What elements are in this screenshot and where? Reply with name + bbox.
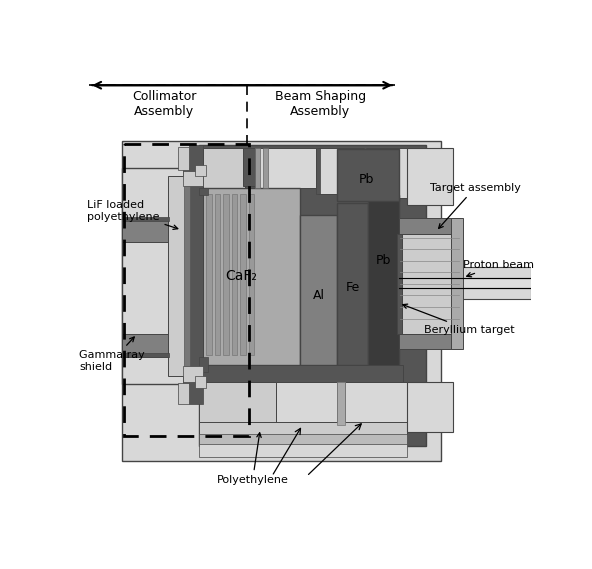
- Bar: [337, 203, 368, 365]
- Bar: [122, 142, 441, 461]
- Text: Gamma ray
shield: Gamma ray shield: [79, 337, 145, 372]
- Bar: [122, 334, 168, 357]
- Text: Pb: Pb: [376, 254, 391, 267]
- Bar: [399, 218, 461, 234]
- Bar: [263, 147, 268, 188]
- Bar: [368, 195, 399, 369]
- Bar: [397, 234, 402, 334]
- Bar: [184, 168, 202, 384]
- Bar: [337, 382, 345, 425]
- Bar: [199, 382, 276, 425]
- Bar: [184, 366, 202, 382]
- Bar: [199, 422, 407, 436]
- Bar: [178, 147, 189, 170]
- Bar: [195, 376, 207, 388]
- Bar: [122, 217, 169, 221]
- Text: CaF₂: CaF₂: [225, 269, 257, 283]
- Bar: [366, 147, 408, 197]
- Bar: [223, 194, 229, 356]
- Bar: [199, 365, 403, 384]
- Text: Pb: Pb: [359, 174, 374, 187]
- Bar: [199, 188, 208, 195]
- Bar: [255, 147, 317, 188]
- Bar: [276, 382, 337, 425]
- Bar: [122, 168, 202, 384]
- Bar: [200, 188, 300, 365]
- Bar: [199, 145, 426, 446]
- Text: Collimator
Assembly: Collimator Assembly: [132, 90, 196, 118]
- Bar: [122, 218, 168, 241]
- Bar: [461, 267, 532, 278]
- Bar: [317, 147, 320, 194]
- Bar: [195, 164, 207, 176]
- Bar: [300, 215, 337, 365]
- Bar: [249, 194, 254, 356]
- Bar: [232, 194, 237, 356]
- Text: LiF loaded
polyethylene: LiF loaded polyethylene: [87, 200, 178, 229]
- Bar: [207, 194, 212, 356]
- Text: Beryllium target: Beryllium target: [403, 304, 515, 335]
- Bar: [199, 444, 407, 457]
- Text: Al: Al: [313, 289, 325, 302]
- Bar: [451, 218, 463, 349]
- Bar: [407, 382, 453, 432]
- Text: Polyethylene: Polyethylene: [217, 433, 288, 485]
- Bar: [189, 145, 202, 171]
- Bar: [461, 288, 532, 299]
- Bar: [407, 147, 453, 205]
- Bar: [240, 194, 246, 356]
- Bar: [255, 147, 260, 188]
- Bar: [399, 334, 461, 349]
- Text: Beam Shaping
Assembly: Beam Shaping Assembly: [275, 90, 366, 118]
- Bar: [215, 194, 220, 356]
- Bar: [168, 176, 185, 376]
- Bar: [202, 147, 245, 190]
- Bar: [345, 382, 407, 425]
- Bar: [461, 276, 532, 289]
- Bar: [337, 149, 399, 201]
- Text: Target assembly: Target assembly: [430, 183, 520, 228]
- Bar: [122, 353, 169, 357]
- Bar: [318, 147, 364, 194]
- Bar: [178, 383, 189, 404]
- Bar: [184, 171, 202, 186]
- Bar: [399, 234, 461, 334]
- Bar: [184, 176, 190, 376]
- Bar: [199, 434, 407, 446]
- Bar: [243, 147, 255, 186]
- Text: Fe: Fe: [346, 281, 360, 294]
- Bar: [189, 382, 202, 404]
- Text: Proton beam: Proton beam: [463, 259, 534, 277]
- Bar: [199, 357, 208, 373]
